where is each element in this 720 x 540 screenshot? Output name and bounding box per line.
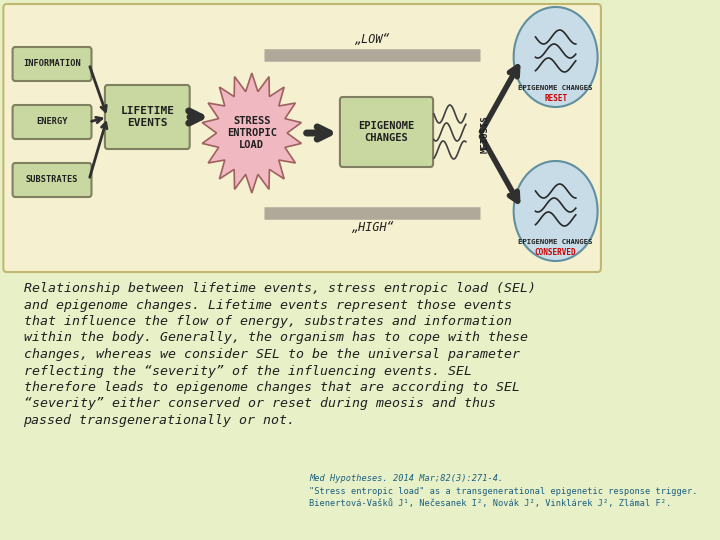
Circle shape [513, 161, 598, 261]
Text: CONSERVED: CONSERVED [535, 248, 577, 257]
Text: SUBSTRATES: SUBSTRATES [26, 176, 78, 185]
FancyBboxPatch shape [12, 105, 91, 139]
Text: Relationship between lifetime events, stress entropic load (SEL)
and epigenome c: Relationship between lifetime events, st… [24, 282, 536, 427]
Circle shape [513, 7, 598, 107]
Text: LIFETIME
EVENTS: LIFETIME EVENTS [120, 106, 174, 128]
Text: EPIGENOME
CHANGES: EPIGENOME CHANGES [359, 121, 415, 143]
Text: RESET: RESET [544, 94, 567, 103]
Text: "Stress entropic load" as a transgenerational epigenetic response trigger.: "Stress entropic load" as a transgenerat… [309, 487, 698, 496]
FancyBboxPatch shape [340, 97, 433, 167]
Text: ENERGY: ENERGY [36, 118, 68, 126]
Text: Bienertová-Vašků J¹, Nečesanek I², Novák J², Vinklárek J², Zlámal F².: Bienertová-Vašků J¹, Nečesanek I², Novák… [309, 499, 671, 508]
FancyBboxPatch shape [105, 85, 189, 149]
Text: „LOW“: „LOW“ [354, 33, 390, 46]
FancyBboxPatch shape [4, 4, 601, 272]
FancyBboxPatch shape [12, 47, 91, 81]
Text: „HIGH“: „HIGH“ [351, 221, 394, 234]
Text: EPIGENOME CHANGES: EPIGENOME CHANGES [518, 239, 593, 245]
Text: INFORMATION: INFORMATION [23, 59, 81, 69]
Polygon shape [202, 73, 302, 193]
Text: MEIOSIS: MEIOSIS [481, 115, 490, 153]
Text: Med Hypotheses. 2014 Mar;82(3):271-4.: Med Hypotheses. 2014 Mar;82(3):271-4. [309, 474, 503, 483]
Text: EPIGENOME CHANGES: EPIGENOME CHANGES [518, 85, 593, 91]
FancyBboxPatch shape [12, 163, 91, 197]
Text: STRESS
ENTROPIC
LOAD: STRESS ENTROPIC LOAD [227, 117, 276, 150]
